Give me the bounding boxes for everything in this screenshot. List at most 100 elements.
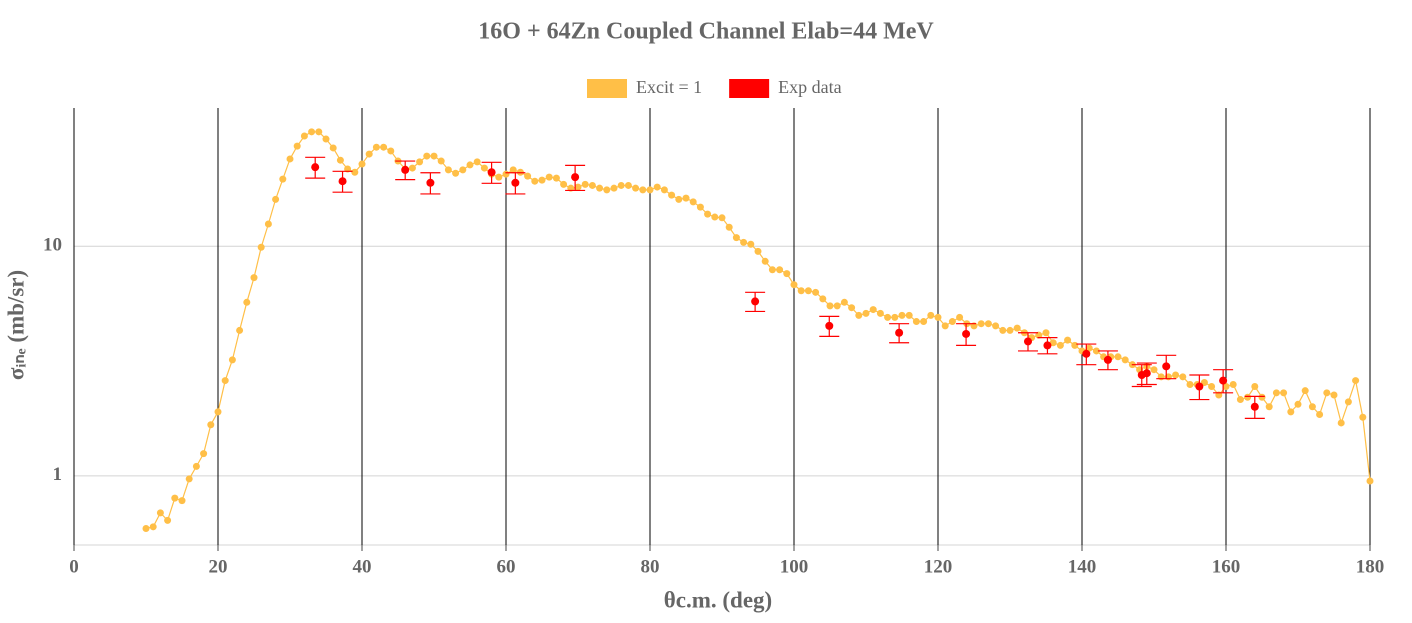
data-point: [747, 240, 755, 248]
data-point: [833, 302, 841, 310]
data-point: [1208, 383, 1216, 391]
data-point: [732, 234, 740, 242]
data-point: [1121, 356, 1129, 364]
data-point: [1308, 403, 1316, 411]
data-point: [480, 164, 488, 172]
data-point: [1186, 380, 1194, 388]
data-point: [156, 509, 164, 517]
data-point: [992, 322, 1000, 330]
data-point: [1043, 341, 1052, 350]
data-point: [329, 144, 337, 152]
data-point: [250, 274, 258, 282]
data-point: [603, 186, 611, 194]
data-point: [848, 304, 856, 312]
data-point: [200, 450, 208, 458]
data-point: [862, 309, 870, 317]
data-point: [898, 311, 906, 319]
data-point: [423, 152, 431, 160]
data-point: [668, 191, 676, 199]
x-axis-label: θc.m. (deg): [664, 587, 772, 612]
data-point: [293, 142, 301, 150]
x-tick-label: 160: [1212, 556, 1241, 577]
data-point: [718, 214, 726, 222]
data-point: [632, 184, 640, 192]
data-point: [142, 524, 150, 532]
data-point: [1287, 408, 1295, 416]
data-point: [768, 266, 776, 274]
data-point: [509, 166, 517, 174]
data-point: [571, 173, 580, 182]
data-point: [826, 302, 834, 310]
data-point: [336, 156, 344, 164]
data-point: [1258, 393, 1266, 401]
data-point: [185, 475, 193, 483]
data-point: [653, 183, 661, 191]
data-point: [164, 516, 172, 524]
data-point: [1092, 347, 1100, 355]
data-point: [812, 288, 820, 296]
x-tick-label: 60: [497, 556, 516, 577]
data-point: [751, 297, 760, 306]
x-tick-label: 40: [353, 556, 372, 577]
data-point: [1042, 329, 1050, 337]
data-point: [531, 177, 539, 185]
data-point: [372, 143, 380, 151]
chart-title: 16O + 64Zn Coupled Channel Elab=44 MeV: [478, 19, 934, 45]
y-tick-label: 10: [43, 235, 62, 256]
data-point: [387, 147, 395, 155]
data-point: [380, 143, 388, 151]
data-point: [1229, 380, 1237, 388]
data-point: [524, 172, 532, 180]
data-point: [221, 377, 229, 385]
data-point: [797, 287, 805, 295]
data-point: [1359, 413, 1367, 421]
data-point: [1337, 419, 1345, 427]
data-point: [1162, 362, 1171, 371]
data-point: [1114, 353, 1122, 361]
data-point: [1103, 355, 1112, 364]
y-axis-label: σᵢₙₑ (mb/sr): [3, 270, 28, 380]
data-point: [178, 497, 186, 505]
x-tick-label: 0: [69, 556, 79, 577]
data-point: [912, 318, 920, 326]
data-point: [1179, 373, 1187, 381]
data-point: [588, 181, 596, 189]
data-point: [1035, 331, 1043, 339]
data-point: [430, 152, 438, 160]
data-point: [272, 195, 280, 203]
data-point: [1056, 341, 1064, 349]
data-point: [300, 132, 308, 140]
data-point: [315, 128, 323, 136]
data-point: [1330, 391, 1338, 399]
data-point: [1251, 383, 1259, 391]
data-point: [1352, 377, 1360, 385]
data-point: [1195, 382, 1204, 391]
data-point: [696, 203, 704, 211]
data-point: [840, 298, 848, 306]
data-point: [257, 243, 265, 251]
data-point: [1344, 398, 1352, 406]
data-point: [452, 169, 460, 177]
data-point: [617, 181, 625, 189]
data-point: [228, 356, 236, 364]
data-point: [552, 174, 560, 182]
data-point: [895, 328, 904, 337]
data-point: [560, 180, 568, 188]
data-point: [511, 178, 520, 187]
data-point: [279, 175, 287, 183]
data-point: [365, 150, 373, 158]
x-tick-label: 100: [780, 556, 809, 577]
data-point: [351, 168, 359, 176]
data-point: [308, 128, 316, 136]
x-tick-label: 80: [641, 556, 660, 577]
x-tick-label: 120: [924, 556, 953, 577]
data-point: [401, 165, 410, 174]
data-point: [1142, 369, 1151, 378]
data-point: [1024, 337, 1032, 346]
data-point: [1150, 366, 1158, 374]
data-point: [495, 173, 503, 181]
data-point: [581, 180, 589, 188]
data-point: [214, 408, 222, 416]
